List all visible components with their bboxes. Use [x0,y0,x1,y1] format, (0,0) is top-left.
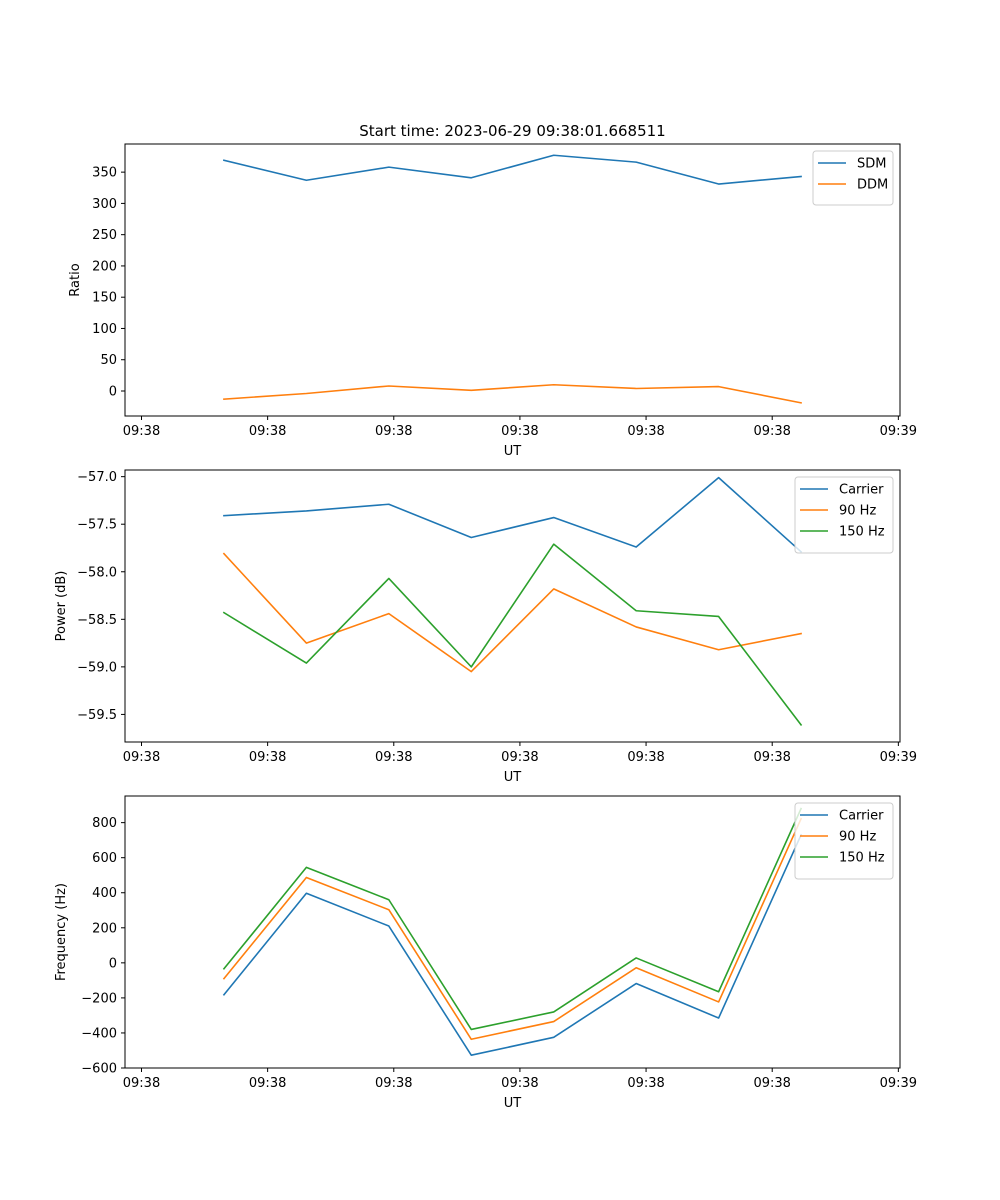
x-axis-label: UT [504,444,522,459]
legend-label-sdm: SDM [857,157,886,172]
x-tick-label: 09:38 [753,424,790,439]
x-tick-label: 09:38 [249,424,286,439]
x-tick-label: 09:38 [123,750,160,765]
y-tick-label: 800 [92,816,117,831]
legend-label-150-hz: 150 Hz [839,851,885,866]
y-axis-label: Ratio [68,263,83,296]
y-axis-label: Power (dB) [54,571,69,642]
x-tick-label: 09:38 [501,750,538,765]
plot-frame [124,143,901,417]
y-tick-label: −58.0 [77,565,117,580]
series-line-carrier [222,833,803,1057]
y-tick-label: 400 [92,886,117,901]
series-line-150-hz [222,543,803,727]
series-line-90-hz [222,817,803,1041]
y-tick-label: −58.5 [77,613,117,628]
x-tick-label: 09:38 [627,424,664,439]
y-tick-label: 0 [109,384,117,399]
legend-label-carrier: Carrier [839,483,884,498]
y-tick-label: 300 [92,197,117,212]
legend-label-150-hz: 150 Hz [839,525,885,540]
legend-label-90-hz: 90 Hz [839,830,876,845]
x-tick-label: 09:39 [880,1076,917,1091]
plot-frame [124,795,901,1069]
x-tick-label: 09:38 [501,424,538,439]
subplot-3: 09:38 09:38 09:38 09:38 09:38 09:38 09:39 −600 −… [54,795,917,1111]
y-tick-label: 200 [92,259,117,274]
series-line-150-hz [222,807,803,1031]
plot-frame [124,469,901,743]
y-tick-label: 600 [92,851,117,866]
series-line-ddm [223,383,802,404]
subplots-container: 09:38 09:38 09:38 09:38 09:38 09:38 09:39 0 50 10… [54,143,917,1111]
x-tick-label: 09:38 [123,1076,160,1091]
y-tick-label: 150 [92,291,117,306]
legend: SDM DDM [812,150,894,206]
y-tick-label: 50 [100,353,117,368]
x-tick-label: 09:38 [627,1076,664,1091]
y-tick-label: 0 [109,956,117,971]
y-tick-label: −200 [81,991,117,1006]
series-line-carrier [223,476,803,553]
y-tick-label: −59.0 [77,660,117,675]
y-tick-label: −59.5 [77,708,117,723]
y-tick-label: 200 [92,921,117,936]
series-line-90-hz [222,552,802,673]
subplot-1: 09:38 09:38 09:38 09:38 09:38 09:38 09:39 0 50 10… [68,143,917,459]
x-tick-label: 09:38 [753,1076,790,1091]
y-tick-label: −600 [81,1062,117,1077]
x-tick-label: 09:38 [249,750,286,765]
legend-box [794,802,894,880]
series-line-sdm [222,154,802,185]
y-tick-label: −57.0 [77,470,117,485]
legend-label-carrier: Carrier [839,809,884,824]
y-tick-label: 100 [92,322,117,337]
legend: Carrier 90 Hz 150 Hz [794,802,894,880]
x-tick-label: 09:38 [753,750,790,765]
x-tick-label: 09:38 [375,424,412,439]
y-tick-label: −57.5 [77,518,117,533]
y-tick-label: −400 [81,1026,117,1041]
legend-label-ddm: DDM [857,178,888,193]
y-axis-label: Frequency (Hz) [54,883,69,981]
x-tick-label: 09:38 [375,1076,412,1091]
legend-box [794,476,894,554]
x-axis-label: UT [504,770,522,785]
x-axis-label: UT [504,1096,522,1111]
y-tick-label: 250 [92,228,117,243]
legend-box [812,150,894,206]
y-tick-label: 350 [92,166,117,181]
x-tick-label: 09:38 [627,750,664,765]
x-tick-label: 09:38 [123,424,160,439]
subplot-2: 09:38 09:38 09:38 09:38 09:38 09:38 09:39 −59.5… [54,469,917,785]
x-tick-label: 09:38 [249,1076,286,1091]
legend: Carrier 90 Hz 150 Hz [794,476,894,554]
x-tick-label: 09:39 [880,424,917,439]
figure-title: Start time: 2023-06-29 09:38:01.668511 [359,122,665,140]
x-tick-label: 09:39 [880,750,917,765]
x-tick-label: 09:38 [375,750,412,765]
legend-label-90-hz: 90 Hz [839,504,876,519]
x-tick-label: 09:38 [501,1076,538,1091]
